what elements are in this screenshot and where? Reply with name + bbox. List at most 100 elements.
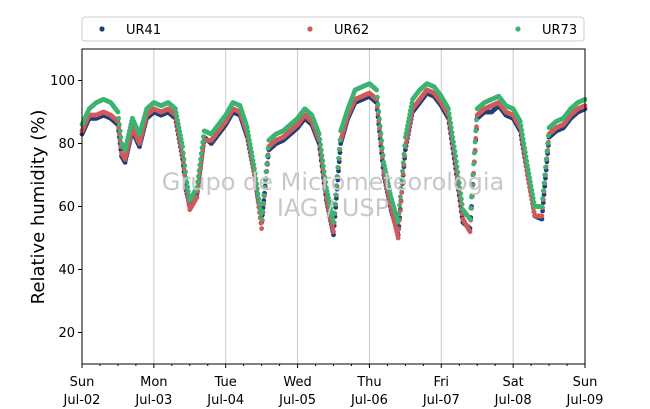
- data-point: [116, 115, 122, 121]
- data-point: [197, 162, 203, 168]
- data-point: [318, 142, 323, 148]
- data-point: [396, 211, 402, 217]
- legend-marker: [99, 26, 105, 32]
- data-point: [454, 164, 460, 170]
- data-point: [395, 219, 401, 225]
- data-point: [409, 100, 415, 106]
- x-tick-label-day: Tue: [214, 375, 237, 390]
- data-point: [402, 134, 408, 140]
- legend-marker: [307, 26, 313, 32]
- data-point: [544, 148, 550, 154]
- data-point: [474, 124, 479, 130]
- data-point: [180, 144, 186, 150]
- data-point: [319, 153, 325, 158]
- data-point: [452, 148, 458, 154]
- data-point: [377, 116, 382, 122]
- data-point: [374, 87, 380, 93]
- legend-box: [81, 16, 585, 42]
- data-point: [183, 169, 188, 175]
- data-point: [249, 149, 254, 155]
- x-tick-label-day: Mon: [140, 375, 167, 390]
- data-point: [195, 179, 201, 185]
- legend-label: UR73: [542, 23, 577, 38]
- data-point: [333, 183, 339, 189]
- data-point: [178, 132, 183, 138]
- data-point: [451, 144, 457, 150]
- data-point: [256, 196, 262, 202]
- data-point: [467, 229, 473, 235]
- data-point: [456, 180, 462, 186]
- data-point: [455, 169, 461, 175]
- data-point: [337, 137, 343, 143]
- data-point: [178, 136, 184, 142]
- x-tick-label-day: Sat: [502, 375, 523, 390]
- data-point: [459, 201, 465, 207]
- data-point: [540, 188, 546, 194]
- data-point: [448, 125, 454, 131]
- data-point: [262, 177, 268, 183]
- data-point: [198, 156, 203, 162]
- data-point: [253, 176, 259, 182]
- data-point: [398, 185, 404, 191]
- data-point: [182, 163, 188, 168]
- data-point: [545, 141, 551, 146]
- data-point: [446, 111, 452, 116]
- data-point: [397, 194, 403, 200]
- data-point: [331, 210, 337, 216]
- data-point: [375, 102, 381, 107]
- data-point: [398, 199, 404, 204]
- data-point: [333, 192, 339, 198]
- data-point: [522, 145, 528, 151]
- data-point: [199, 145, 205, 151]
- data-point: [524, 158, 530, 164]
- data-point: [332, 201, 338, 207]
- data-point: [405, 119, 411, 125]
- data-point: [472, 139, 478, 145]
- data-point: [194, 185, 200, 191]
- data-point: [115, 109, 121, 115]
- data-point: [175, 121, 181, 127]
- data-point: [196, 168, 202, 173]
- series-ur73: [79, 81, 588, 225]
- data-point: [254, 181, 260, 187]
- y-axis: 20 40 60 80 100: [50, 74, 82, 341]
- data-point: [531, 200, 537, 205]
- data-point: [264, 161, 270, 167]
- data-point: [446, 106, 451, 112]
- data-point: [252, 166, 257, 172]
- x-tick-label-day: Sun: [70, 375, 95, 390]
- x-tick-label-date: Jul-09: [566, 393, 604, 408]
- data-point: [183, 175, 189, 181]
- data-point: [177, 129, 183, 134]
- data-point: [380, 152, 386, 158]
- data-point: [451, 139, 456, 145]
- y-tick-label: 20: [58, 326, 75, 341]
- data-point: [473, 128, 479, 134]
- data-point: [520, 132, 525, 138]
- data-point: [406, 115, 412, 121]
- data-point: [336, 146, 342, 152]
- data-point: [251, 162, 257, 168]
- data-point: [378, 131, 384, 136]
- data-point: [449, 130, 455, 135]
- x-tick-label-day: Fri: [434, 375, 450, 390]
- data-point: [246, 133, 252, 139]
- x-tick-label-day: Wed: [283, 375, 311, 390]
- data-point: [474, 117, 479, 123]
- data-point: [407, 108, 413, 114]
- data-point: [320, 158, 326, 164]
- data-point: [255, 191, 261, 197]
- data-point: [400, 168, 405, 174]
- data-point: [453, 153, 459, 159]
- data-point: [247, 141, 253, 147]
- data-point: [401, 151, 407, 157]
- data-point: [527, 179, 533, 185]
- data-point: [116, 122, 122, 127]
- data-point: [259, 226, 265, 231]
- data-point: [530, 195, 536, 201]
- data-point: [467, 216, 473, 222]
- data-point: [334, 174, 340, 179]
- data-point: [396, 226, 402, 232]
- data-point: [196, 173, 201, 179]
